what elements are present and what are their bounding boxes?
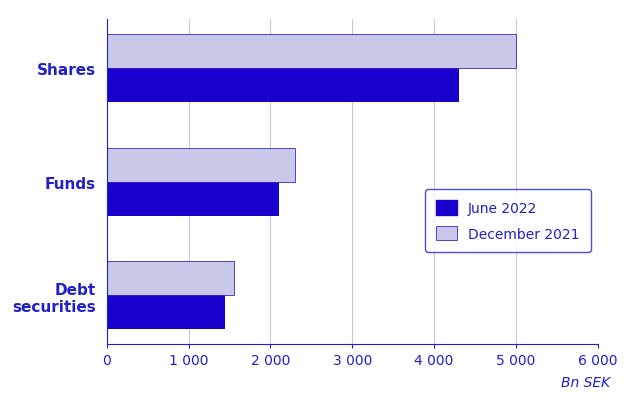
Bar <box>107 35 516 69</box>
Bar <box>107 69 459 103</box>
Legend: June 2022, December 2021: June 2022, December 2021 <box>425 190 591 253</box>
Bar <box>107 182 279 216</box>
Bar <box>107 148 295 182</box>
Text: Bn SEK: Bn SEK <box>561 375 610 389</box>
Bar <box>107 262 234 296</box>
Bar <box>107 296 226 330</box>
